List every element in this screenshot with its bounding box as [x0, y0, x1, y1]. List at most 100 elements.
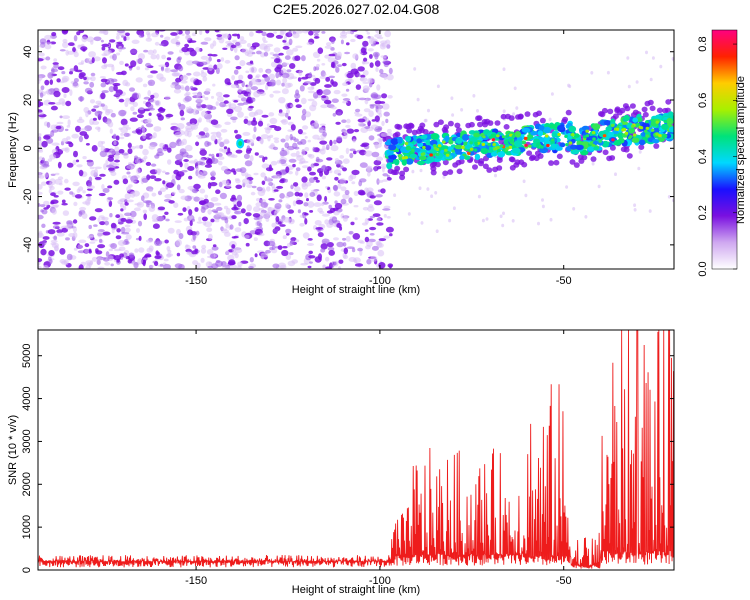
- noise-blob: [179, 162, 183, 168]
- noise-blob: [345, 235, 351, 242]
- noise-blob: [301, 176, 308, 183]
- noise-blob: [55, 102, 62, 106]
- noise-blob: [56, 232, 65, 237]
- noise-blob: [524, 193, 528, 198]
- noise-blob: [156, 251, 160, 256]
- x-tick-label: -150: [185, 575, 207, 587]
- noise-blob: [38, 111, 45, 116]
- noise-blob: [174, 131, 183, 138]
- signal-blob: [548, 124, 558, 129]
- noise-blob: [88, 250, 92, 254]
- noise-blob: [57, 190, 64, 195]
- noise-blob: [330, 145, 339, 152]
- noise-blob: [322, 264, 326, 268]
- signal-blob: [518, 159, 525, 165]
- noise-blob: [298, 192, 303, 197]
- noise-blob: [418, 186, 422, 190]
- signal-blob: [665, 99, 672, 105]
- noise-blob: [39, 44, 45, 48]
- noise-blob: [95, 248, 99, 253]
- signal-peak: [422, 145, 426, 150]
- noise-blob: [260, 252, 269, 258]
- noise-blob: [292, 47, 299, 52]
- noise-blob: [309, 210, 314, 213]
- noise-blob: [342, 216, 348, 222]
- noise-blob: [667, 195, 671, 199]
- noise-blob: [114, 146, 120, 153]
- signal-peak: [411, 148, 415, 152]
- noise-blob: [204, 140, 210, 147]
- noise-blob: [337, 112, 342, 116]
- signal-blob: [601, 107, 608, 114]
- signal-blob: [426, 156, 436, 163]
- signal-peak: [585, 134, 590, 138]
- noise-blob: [157, 190, 163, 196]
- noise-blob: [272, 228, 278, 232]
- noise-blob: [121, 70, 127, 76]
- noise-blob: [113, 248, 122, 252]
- noise-blob: [292, 32, 300, 39]
- noise-blob: [119, 136, 125, 140]
- noise-blob: [249, 31, 254, 37]
- signal-blob: [430, 165, 437, 172]
- noise-blob: [159, 43, 165, 46]
- noise-blob: [627, 84, 631, 89]
- signal-blob: [486, 167, 493, 173]
- signal-peak: [568, 141, 573, 145]
- noise-blob: [251, 51, 256, 55]
- noise-blob: [54, 172, 60, 176]
- noise-blob: [79, 96, 83, 102]
- noise-blob: [102, 30, 109, 35]
- y-tick-label: 20: [22, 94, 34, 106]
- noise-blob: [189, 49, 197, 57]
- noise-blob: [169, 141, 177, 149]
- noise-blob: [105, 109, 114, 114]
- noise-blob: [184, 93, 190, 97]
- noise-blob: [145, 123, 154, 128]
- noise-blob: [367, 171, 371, 177]
- noise-blob: [41, 209, 48, 215]
- noise-blob: [325, 186, 329, 189]
- signal-blob: [632, 117, 638, 123]
- signal-blob: [656, 107, 663, 114]
- noise-blob: [89, 216, 97, 221]
- noise-blob: [304, 212, 309, 216]
- noise-blob: [47, 229, 56, 235]
- noise-blob: [175, 77, 182, 83]
- noise-blob: [368, 110, 374, 117]
- noise-blob: [286, 191, 294, 197]
- noise-blob: [336, 241, 344, 248]
- signal-peak: [645, 134, 650, 138]
- noise-blob: [366, 32, 370, 35]
- noise-blob: [136, 66, 141, 71]
- noise-blob: [278, 221, 282, 225]
- noise-blob: [164, 95, 171, 100]
- noise-blob: [213, 64, 218, 70]
- noise-blob: [110, 112, 116, 118]
- noise-blob: [72, 232, 78, 239]
- noise-blob: [167, 159, 172, 165]
- noise-blob: [266, 32, 275, 38]
- noise-blob: [266, 123, 270, 127]
- noise-blob: [103, 49, 111, 56]
- signal-blob: [581, 125, 590, 131]
- noise-blob: [319, 140, 328, 145]
- signal-peak: [395, 148, 400, 153]
- signal-blob: [465, 122, 472, 129]
- noise-blob: [384, 39, 391, 46]
- noise-blob: [38, 100, 42, 108]
- noise-blob: [321, 238, 330, 244]
- noise-blob: [337, 183, 342, 189]
- noise-blob: [648, 209, 652, 213]
- noise-blob: [190, 85, 194, 90]
- noise-blob: [116, 258, 120, 263]
- noise-blob: [238, 221, 242, 227]
- noise-blob: [100, 39, 104, 43]
- noise-blob: [186, 154, 193, 159]
- noise-blob: [148, 144, 156, 150]
- noise-blob: [215, 101, 219, 106]
- noise-blob: [307, 139, 311, 143]
- noise-blob: [147, 74, 154, 79]
- signal-blob: [652, 139, 660, 144]
- noise-blob: [166, 182, 175, 189]
